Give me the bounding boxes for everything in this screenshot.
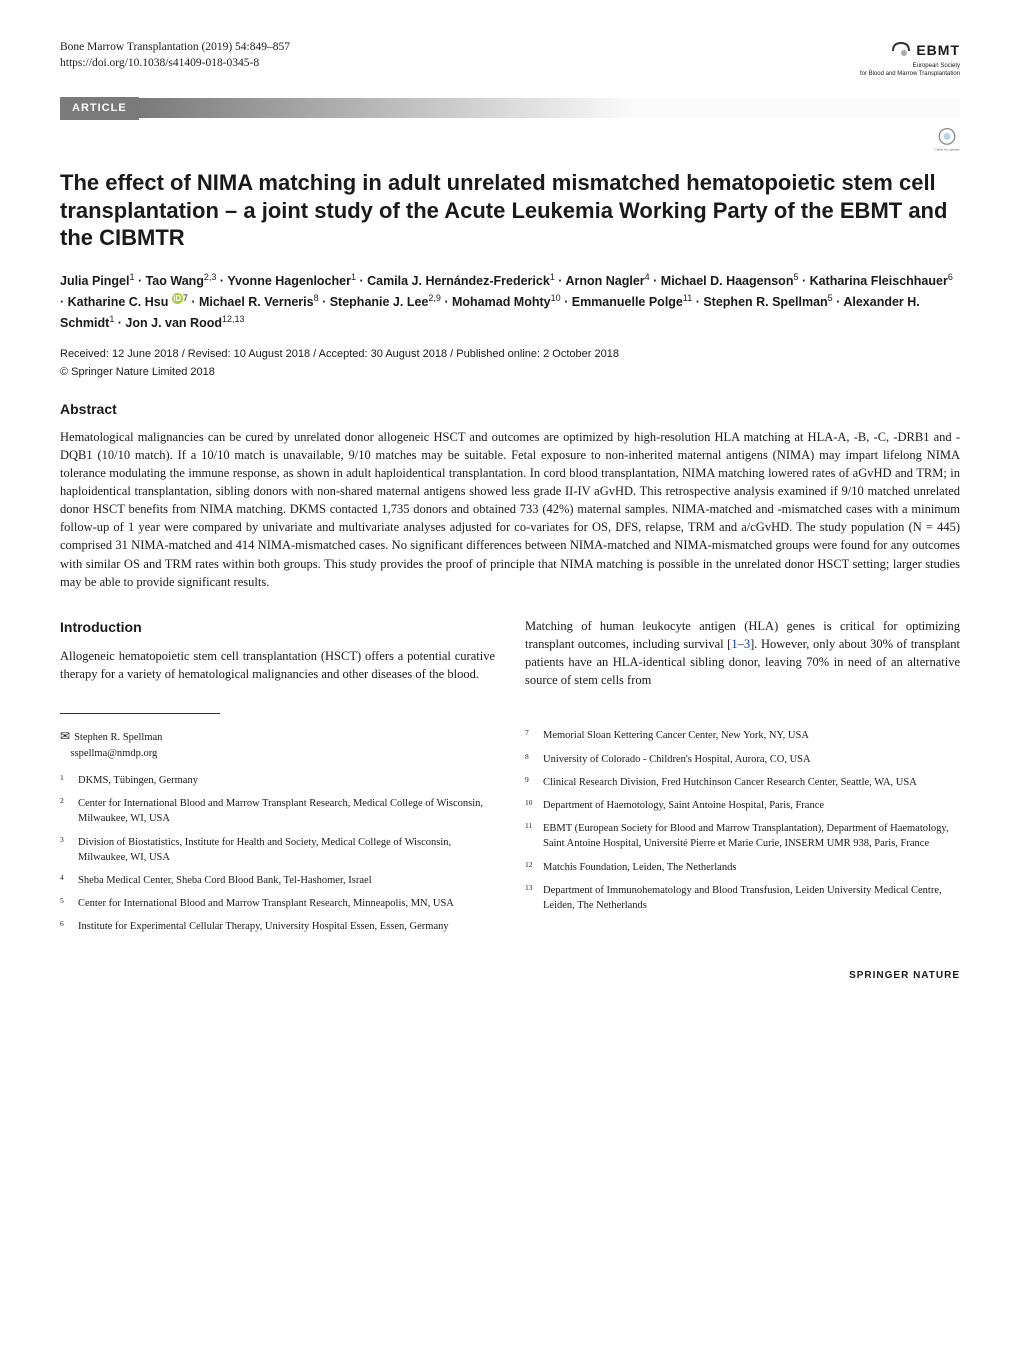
affiliation-text: Sheba Medical Center, Sheba Cord Blood B…	[78, 873, 495, 888]
abstract-heading: Abstract	[60, 400, 960, 420]
affiliation-item: 6Institute for Experimental Cellular The…	[60, 919, 495, 934]
article-label: ARTICLE	[60, 97, 139, 120]
affiliation-number: 12	[525, 860, 543, 875]
affiliation-text: Institute for Experimental Cellular Ther…	[78, 919, 495, 934]
affiliation-item: 3Division of Biostatistics, Institute fo…	[60, 835, 495, 865]
affiliation-text: Division of Biostatistics, Institute for…	[78, 835, 495, 865]
affiliation-item: 9Clinical Research Division, Fred Hutchi…	[525, 775, 960, 790]
affiliation-number: 4	[60, 873, 78, 888]
header-meta: Bone Marrow Transplantation (2019) 54:84…	[60, 40, 960, 79]
copyright: © Springer Nature Limited 2018	[60, 365, 960, 380]
journal-info: Bone Marrow Transplantation (2019) 54:84…	[60, 40, 290, 71]
ebmt-sub1: European Society	[860, 62, 960, 70]
svg-text:Check for updates: Check for updates	[934, 147, 960, 151]
affiliation-item: 1DKMS, Tübingen, Germany	[60, 773, 495, 788]
affiliation-item: 13Department of Immunohematology and Blo…	[525, 883, 960, 913]
intro-text-left: Allogeneic hematopoietic stem cell trans…	[60, 647, 495, 683]
affiliation-number: 5	[60, 896, 78, 911]
publication-dates: Received: 12 June 2018 / Revised: 10 Aug…	[60, 347, 960, 362]
affiliation-number: 6	[60, 919, 78, 934]
affiliation-item: 5Center for International Blood and Marr…	[60, 896, 495, 911]
affiliation-number: 3	[60, 835, 78, 865]
affiliations-right: 7Memorial Sloan Kettering Cancer Center,…	[525, 728, 960, 942]
abstract-text: Hematological malignancies can be cured …	[60, 428, 960, 591]
author-list: Julia Pingel1 · Tao Wang2,3 · Yvonne Hag…	[60, 270, 960, 333]
affiliations: ✉ Stephen R. Spellman sspellma@nmdp.org 1…	[60, 728, 960, 942]
article-bar: ARTICLE	[60, 97, 960, 120]
affiliation-text: Center for International Blood and Marro…	[78, 796, 495, 826]
affiliation-text: Matchis Foundation, Leiden, The Netherla…	[543, 860, 960, 875]
doi-line[interactable]: https://doi.org/10.1038/s41409-018-0345-…	[60, 56, 290, 72]
corr-name: Stephen R. Spellman	[74, 732, 162, 743]
affiliation-item: 12Matchis Foundation, Leiden, The Nether…	[525, 860, 960, 875]
affiliation-item: 11EBMT (European Society for Blood and M…	[525, 821, 960, 851]
affiliation-text: EBMT (European Society for Blood and Mar…	[543, 821, 960, 851]
intro-col-right: Matching of human leukocyte antigen (HLA…	[525, 617, 960, 690]
intro-columns: Introduction Allogeneic hematopoietic st…	[60, 617, 960, 690]
intro-col-left: Introduction Allogeneic hematopoietic st…	[60, 617, 495, 690]
introduction-heading: Introduction	[60, 617, 495, 637]
affiliation-item: 7Memorial Sloan Kettering Cancer Center,…	[525, 728, 960, 743]
publisher-footer: SPRINGER NATURE	[60, 969, 960, 983]
article-gradient	[139, 98, 960, 118]
affiliation-item: 2Center for International Blood and Marr…	[60, 796, 495, 826]
journal-line: Bone Marrow Transplantation (2019) 54:84…	[60, 40, 290, 56]
affiliation-text: Memorial Sloan Kettering Cancer Center, …	[543, 728, 960, 743]
check-updates-icon: Check for updates	[934, 126, 960, 152]
affiliation-number: 10	[525, 798, 543, 813]
affiliation-item: 8University of Colorado - Children's Hos…	[525, 752, 960, 767]
divider	[60, 713, 220, 714]
affiliation-text: Department of Immunohematology and Blood…	[543, 883, 960, 913]
article-title: The effect of NIMA matching in adult unr…	[60, 169, 960, 252]
corr-email[interactable]: sspellma@nmdp.org	[71, 748, 158, 759]
ebmt-logo-text: EBMT	[916, 41, 960, 61]
affiliation-text: University of Colorado - Children's Hosp…	[543, 752, 960, 767]
affiliation-text: DKMS, Tübingen, Germany	[78, 773, 495, 788]
ebmt-logo-block: EBMT European Society for Blood and Marr…	[860, 40, 960, 79]
affiliation-item: 4Sheba Medical Center, Sheba Cord Blood …	[60, 873, 495, 888]
affiliation-number: 8	[525, 752, 543, 767]
correspondence: ✉ Stephen R. Spellman sspellma@nmdp.org	[60, 728, 495, 761]
affiliation-text: Center for International Blood and Marro…	[78, 896, 495, 911]
affiliation-number: 11	[525, 821, 543, 851]
affiliation-number: 13	[525, 883, 543, 913]
ebmt-sub2: for Blood and Marrow Transplantation	[860, 70, 960, 78]
affiliations-left: ✉ Stephen R. Spellman sspellma@nmdp.org 1…	[60, 728, 495, 942]
orcid-icon: iD	[172, 293, 183, 304]
check-updates[interactable]: Check for updates	[60, 126, 960, 157]
affiliation-number: 1	[60, 773, 78, 788]
affiliation-number: 2	[60, 796, 78, 826]
affiliation-text: Department of Haemotology, Saint Antoine…	[543, 798, 960, 813]
affiliation-item: 10Department of Haemotology, Saint Antoi…	[525, 798, 960, 813]
affiliation-text: Clinical Research Division, Fred Hutchin…	[543, 775, 960, 790]
affiliation-number: 9	[525, 775, 543, 790]
envelope-icon: ✉	[60, 729, 70, 743]
affiliation-number: 7	[525, 728, 543, 743]
ebmt-logo-icon	[890, 40, 912, 62]
